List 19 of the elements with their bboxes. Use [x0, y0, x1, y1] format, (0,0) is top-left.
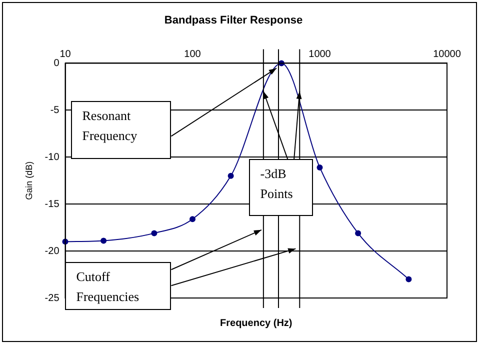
text-box: -3dB Points	[249, 159, 314, 216]
y-tick-label: -15	[44, 198, 60, 210]
y-tick-label: -25	[44, 292, 60, 304]
chart-title: Bandpass Filter Response	[164, 14, 303, 27]
x-tick-label: 10000	[433, 48, 462, 60]
annotation: Cutoff Frequencies	[76, 268, 140, 306]
y-tick-label: -20	[44, 246, 60, 257]
x-axis-title: Frequency (Hz)	[220, 318, 292, 329]
x-tick-label: 1000	[308, 48, 332, 60]
y-tick-label: 0	[54, 58, 60, 69]
text-box: Cutoff Frequencies	[65, 262, 172, 310]
annotation: -3dB Points	[260, 165, 294, 204]
x-tick-label: 100	[184, 48, 202, 60]
y-tick-label: -5	[50, 104, 60, 116]
y-tick-label: -10	[44, 152, 60, 163]
annotation: Resonant Frequency	[82, 107, 138, 146]
text-box: Resonant Frequency	[71, 101, 172, 160]
x-tick-label: 10	[60, 48, 72, 60]
y-axis-title: Gain (dB)	[24, 161, 34, 200]
